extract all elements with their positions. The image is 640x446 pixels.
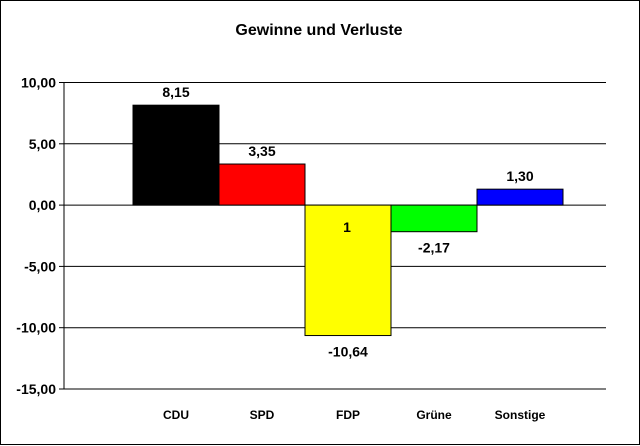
data-label: -10,64 (328, 344, 368, 360)
bar-grüne (390, 204, 478, 233)
y-tick-label: -5,00 (24, 258, 56, 274)
y-tick-label: 10,00 (21, 75, 56, 91)
y-tick-label: -15,00 (16, 381, 56, 397)
chart-title: Gewinne und Verluste (235, 22, 402, 39)
bars (132, 104, 564, 337)
category-label: CDU (163, 408, 189, 422)
category-label: Sonstige (495, 408, 546, 422)
bar-sonstige (476, 188, 564, 206)
labels: 10,00 5,00 0,00 -5,00 -10,00 -15,00 8,15 CDU 3,3… (16, 75, 545, 423)
bar-cdu (132, 104, 220, 206)
bar-spd (218, 163, 306, 206)
bar-fdp (304, 204, 392, 337)
y-tick-label: 0,00 (29, 197, 56, 213)
data-label: 1,30 (506, 168, 533, 184)
category-label: SPD (250, 408, 275, 422)
axes (59, 82, 65, 390)
y-tick-label: 5,00 (29, 136, 56, 152)
inner-bar-label: 1 (343, 219, 351, 235)
data-label: -2,17 (418, 240, 450, 256)
data-label: 8,15 (162, 84, 189, 100)
y-tick-label: -10,00 (16, 320, 56, 336)
category-label: Grüne (416, 408, 452, 422)
category-label: FDP (336, 408, 360, 422)
data-label: 3,35 (248, 143, 275, 159)
